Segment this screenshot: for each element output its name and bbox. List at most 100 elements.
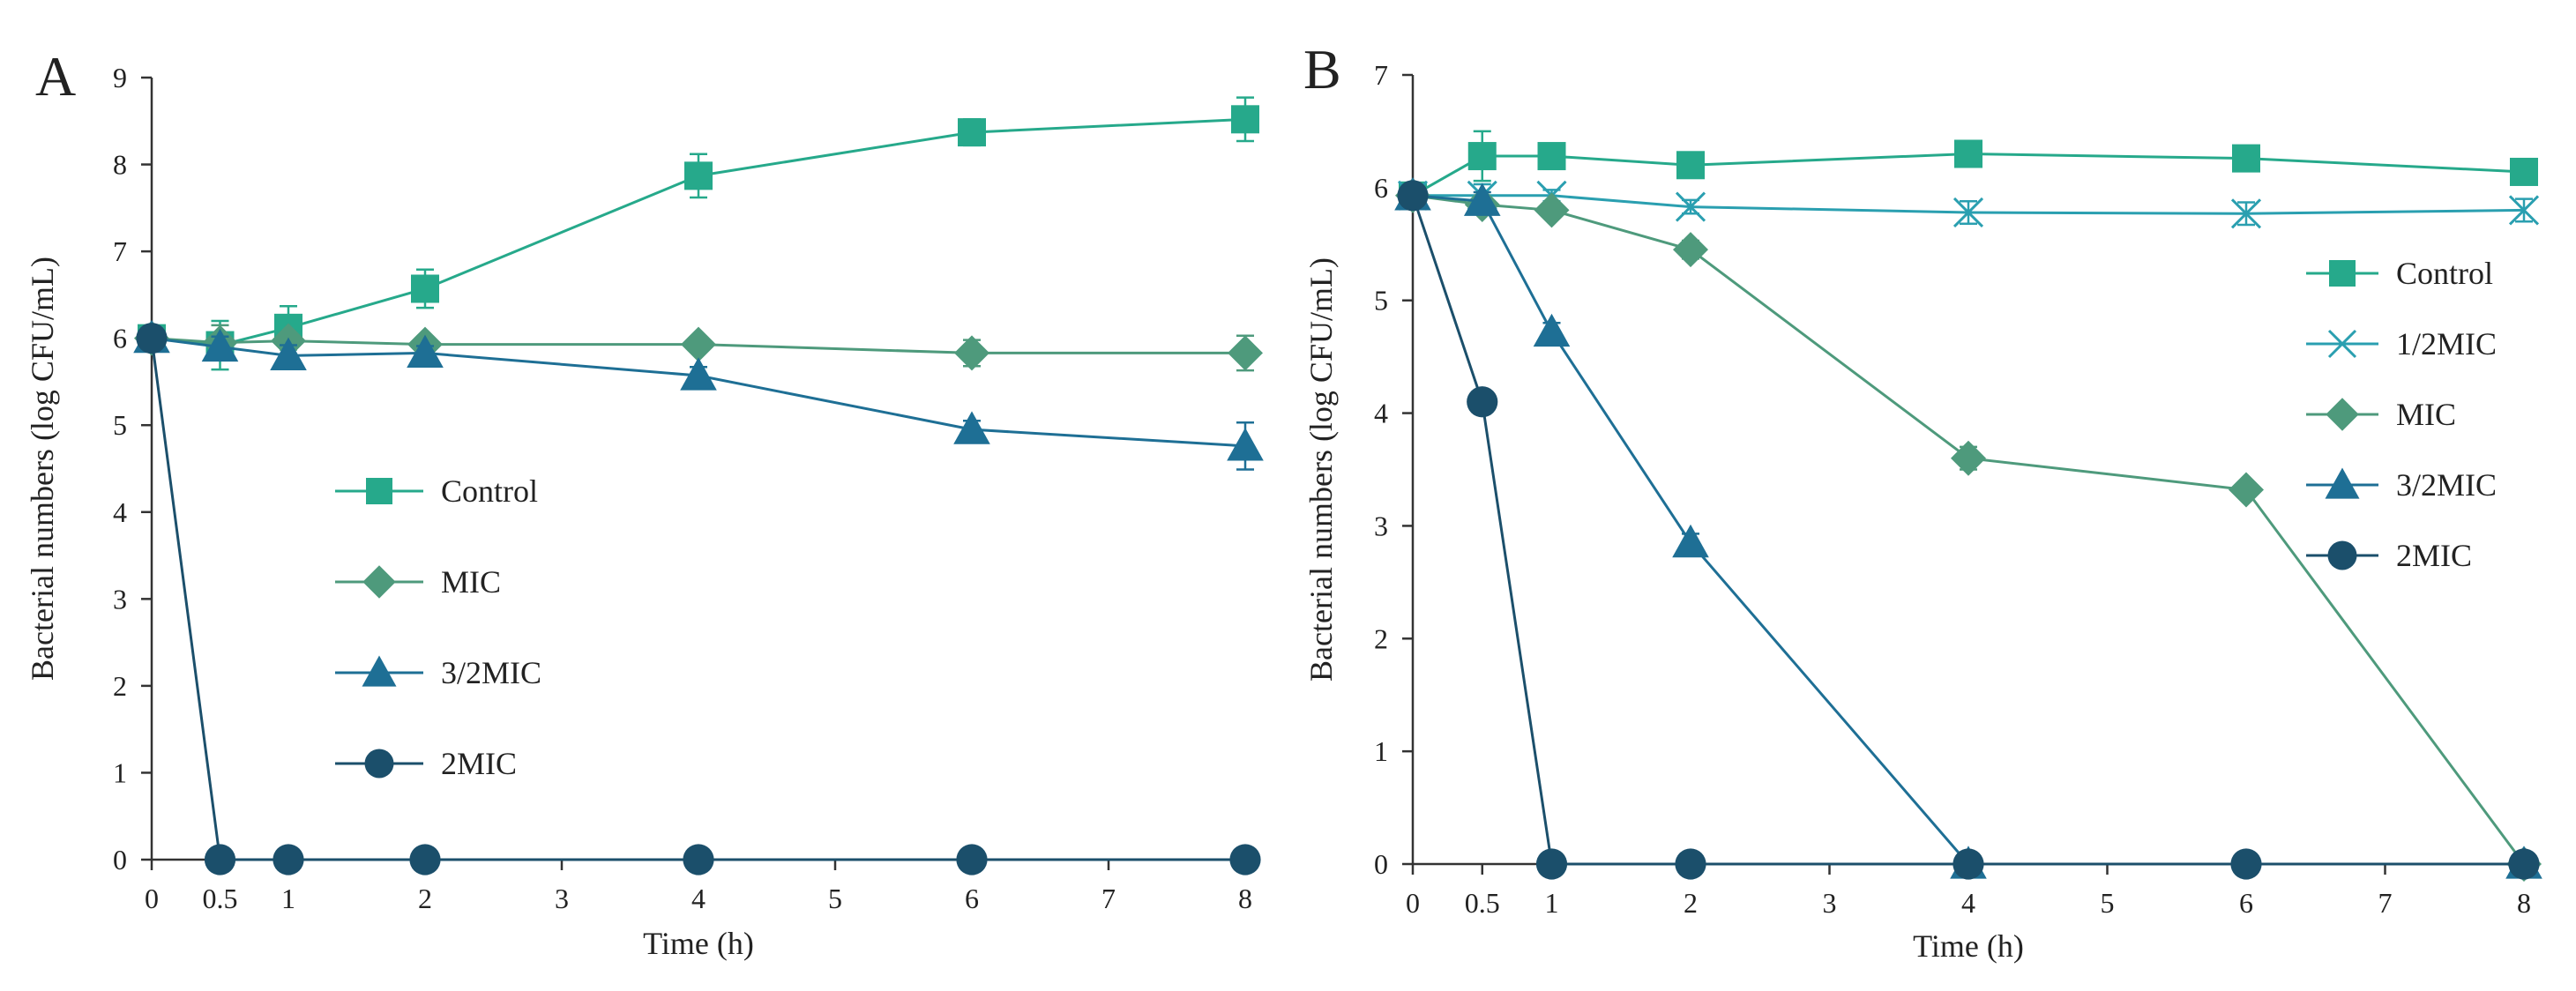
panel-b-legend-label-1-2mic: 1/2MIC — [2396, 326, 2497, 361]
panel-b-x-tick-label: 0 — [1406, 887, 1420, 919]
panel-a-data-point-2mic — [273, 844, 304, 876]
panel-a-x-tick-label: 3 — [555, 883, 569, 914]
panel-b-data-point-1-2mic — [1953, 197, 1984, 228]
panel-a-data-point-3-2mic — [680, 357, 717, 391]
panel-a-data-point-2mic — [956, 844, 988, 876]
panel-a-data-point-3-2mic — [407, 334, 444, 369]
panel-a-legend-marker-control — [366, 478, 392, 504]
panel-b-data-point-mic — [1673, 232, 1708, 268]
panel-b-legend-marker-1-2mic — [2327, 329, 2357, 359]
panel-letter-a: A — [35, 45, 76, 108]
panel-a-data-point-3-2mic — [1227, 428, 1264, 461]
panel-b-y-axis-title: Bacterial numbers (log CFU/mL) — [1303, 257, 1339, 682]
panel-a-y-tick-label: 1 — [113, 756, 127, 788]
panel-a-data-point-control — [1231, 105, 1259, 134]
panel-a-data-point-control — [684, 161, 713, 190]
panel-a-data-point-3-2mic — [953, 411, 990, 444]
panel-a-y-tick-label: 4 — [113, 496, 127, 528]
panel-b-legend: Control 1/2MIC MIC 3/2MIC 2MIC — [2306, 256, 2497, 573]
panel-b-y-tick-label: 6 — [1374, 172, 1388, 204]
panel-b-x-tick-label: 6 — [2239, 887, 2253, 919]
panel-a-y-tick-label: 6 — [113, 323, 127, 354]
panel-b-data-point-2mic — [1397, 180, 1429, 212]
panel-a-data-point-control — [411, 274, 439, 303]
panel-b-data-point-2mic — [1467, 386, 1498, 418]
panel-b-series-2mic — [1397, 180, 2540, 880]
panel-a-x-tick-label: 0 — [145, 883, 159, 914]
panel-b-data-point-control — [1954, 139, 1982, 168]
panel-b-data-point-3-2mic — [1672, 524, 1709, 558]
panel-a-legend-marker-3-2mic — [362, 655, 397, 687]
panel-a-legend-marker-2mic — [364, 749, 394, 779]
panel-b-x-tick-label: 4 — [1961, 887, 1975, 919]
panel-a-legend-label-control: Control — [441, 473, 538, 509]
panel-b-data-point-control — [2232, 144, 2260, 173]
panel-a-y-tick-label: 5 — [113, 409, 127, 441]
panel-b-legend-marker-2mic — [2327, 540, 2357, 570]
panel-a-data-point-2mic — [409, 844, 441, 876]
panel-a-y-tick-label: 8 — [113, 149, 127, 181]
panel-a-data-point-mic — [954, 335, 989, 371]
panel-a-x-tick-label: 8 — [1238, 883, 1252, 914]
panel-b-data-point-control — [1676, 151, 1705, 180]
panel-b-series-control — [1399, 130, 2538, 210]
panel-b-y-tick-label: 3 — [1374, 510, 1388, 541]
panel-b-data-point-control — [1537, 142, 1566, 171]
panel-a-legend-marker-mic — [362, 565, 396, 599]
panel-a-x-tick-label: 7 — [1101, 883, 1116, 914]
panel-b: B 0 1 2 3 4 5 6 7 0 0.5 1 2 3 4 5 6 7 8 Time (h) Bacterial … — [1303, 38, 2542, 964]
panel-b-x-tick-label: 1 — [1545, 887, 1559, 919]
panel-a-y-tick-label: 9 — [113, 62, 127, 93]
panel-a-x-tick-label: 2 — [418, 883, 432, 914]
panel-b-data-point-2mic — [1675, 848, 1706, 880]
panel-b-series-3-2mic — [1394, 177, 2542, 879]
panel-b-series-mic — [1395, 177, 2542, 882]
panel-b-data-point-3-2mic — [1533, 313, 1571, 347]
panel-a-data-point-mic — [681, 326, 716, 362]
panel-b-x-tick-label: 7 — [2378, 887, 2393, 919]
panel-b-y-tick-label: 1 — [1374, 735, 1388, 767]
panel-b-series-line-mic — [1412, 194, 2526, 865]
panel-a-data-point-3-2mic — [270, 337, 307, 371]
panel-a-data-point-mic — [1228, 335, 1263, 371]
panel-a-data-point-2mic — [683, 844, 714, 876]
panel-b-data-point-1-2mic — [2508, 195, 2540, 226]
panel-b-x-tick-label: 0.5 — [1465, 887, 1500, 919]
panel-a-x-tick-label: 4 — [691, 883, 706, 914]
panel-b-data-point-control — [1467, 142, 1497, 171]
panel-a-series-2mic — [136, 323, 1261, 876]
panel-b-legend-label-control: Control — [2396, 256, 2493, 291]
panel-a-y-tick-label: 3 — [113, 583, 127, 615]
panel-b-data-point-3-2mic — [1463, 183, 1501, 216]
panel-b-data-point-2mic — [2508, 848, 2540, 880]
panel-a-legend-label-3-2mic: 3/2MIC — [441, 655, 541, 690]
panel-a-y-tick-label: 0 — [113, 844, 127, 876]
panel-b-data-point-2mic — [1535, 848, 1568, 880]
panel-b-x-tick-label: 3 — [1823, 887, 1837, 919]
panel-a-data-point-2mic — [204, 844, 236, 876]
panel-a-x-tick-label: 5 — [828, 883, 842, 914]
panel-b-x-tick-label: 8 — [2517, 887, 2531, 919]
panel-b-series-1-2mic — [1397, 180, 2540, 229]
panel-b-legend-label-mic: MIC — [2396, 397, 2456, 432]
panel-a-legend: Control MIC 3/2MIC 2MIC — [335, 473, 541, 781]
panel-b-x-axis-title: Time (h) — [1913, 928, 2024, 964]
panel-a-x-axis-title: Time (h) — [643, 926, 754, 961]
panel-b-y-tick-label: 4 — [1374, 398, 1388, 429]
panel-b-legend-marker-3-2mic — [2325, 467, 2360, 499]
panel-a-y-tick-label: 7 — [113, 235, 127, 267]
panel-a-data-point-2mic — [1229, 844, 1261, 876]
panel-b-y-tick-label: 7 — [1374, 59, 1388, 91]
panel-a-data-point-control — [958, 118, 986, 147]
panel-b-y-tick-label: 5 — [1374, 285, 1388, 317]
panel-a-data-point-2mic — [136, 323, 168, 354]
panel-a-y-tick-label: 2 — [113, 670, 127, 702]
panel-b-x-tick-label: 2 — [1684, 887, 1698, 919]
panel-b-series-line-3-2mic — [1412, 194, 2524, 866]
panel-letter-b: B — [1303, 38, 1341, 101]
panel-a-y-axis-title: Bacterial numbers (log CFU/mL) — [25, 257, 60, 681]
panel-b-data-point-1-2mic — [2230, 198, 2262, 229]
panel-b-legend-marker-control — [2329, 260, 2356, 287]
panel-b-legend-marker-mic — [2326, 398, 2359, 431]
panel-a-x-tick-label: 6 — [965, 883, 979, 914]
